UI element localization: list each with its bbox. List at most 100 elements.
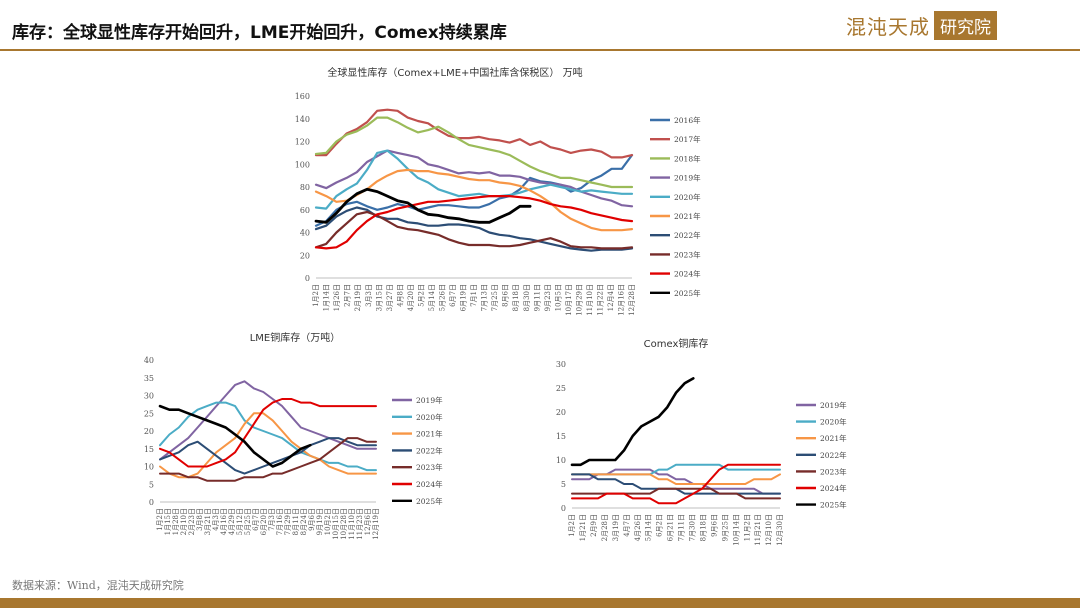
x-tick-label: 9月11日 — [533, 284, 541, 311]
x-tick-label: 7月1日 — [470, 284, 478, 307]
legend-label: 2024年 — [674, 269, 701, 279]
x-tick-label: 3月19日 — [612, 514, 620, 541]
legend-label: 2020年 — [416, 412, 443, 422]
y-tick-label: 40 — [300, 229, 310, 238]
header-rule — [0, 49, 1080, 51]
comex-copper-inventory-chart: Comex铜库存 0 5 10 15 20 25 30 1月2日 1月21日 2月9日 2月28日 3月… — [556, 337, 847, 546]
legend-label: 2023年 — [674, 249, 701, 259]
legend-label: 2023年 — [820, 466, 847, 476]
series-line-2022年 — [314, 206, 634, 252]
x-tick-label: 3月8日 — [196, 508, 204, 531]
series-line-2018年 — [314, 116, 634, 189]
x-tick-label: 4月3日 — [212, 508, 220, 531]
legend-label: 2022年 — [820, 450, 847, 460]
page-title: 库存：全球显性库存开始回升，LME开始回升，Comex持续累库 — [12, 23, 507, 43]
x-tick-label: 7月11日 — [678, 514, 686, 541]
y-tick-label: 100 — [295, 160, 310, 169]
legend-label: 2020年 — [674, 192, 701, 202]
x-tick-label: 6月7日 — [449, 284, 457, 307]
y-tick-label: 30 — [556, 360, 566, 369]
x-tick-label: 5月12日 — [236, 508, 244, 535]
x-tick-label: 12月30日 — [776, 514, 784, 546]
y-tick-label: 40 — [144, 356, 154, 365]
x-tick-label: 9月23日 — [544, 284, 552, 311]
x-tick-label: 8月6日 — [502, 284, 510, 307]
legend-label: 2020年 — [820, 417, 847, 427]
x-tick-label: 1月2日 — [312, 284, 320, 307]
x-tick-label: 5月14日 — [645, 514, 653, 541]
x-tick-label: 11月23日 — [356, 508, 364, 540]
y-tick-label: 25 — [144, 409, 154, 418]
x-tick-label: 5月26日 — [439, 284, 447, 311]
legend-label: 2023年 — [416, 462, 443, 472]
x-tick-label: 1月14日 — [323, 284, 331, 311]
x-tick-label: 1月28日 — [172, 508, 180, 535]
x-tick-label: 1月21日 — [579, 514, 587, 541]
x-tick-label: 10月17日 — [565, 284, 573, 316]
x-tick-label: 11月22日 — [597, 284, 605, 316]
chart-title: 全球显性库存（Comex+LME+中国社库含保税区） 万吨 — [327, 66, 582, 79]
x-tick-label: 10月14日 — [732, 514, 740, 546]
x-tick-label: 11月10日 — [586, 284, 594, 316]
legend-label: 2016年 — [674, 115, 701, 125]
y-tick-label: 140 — [295, 115, 310, 124]
logo-text: 混沌天成 — [846, 14, 930, 39]
legend-label: 2021年 — [674, 211, 701, 221]
x-tick-label: 10月29日 — [575, 284, 583, 316]
y-tick-label: 35 — [144, 374, 154, 383]
x-tick-label: 8月24日 — [300, 508, 308, 535]
x-tick-label: 8月11日 — [292, 508, 300, 535]
x-tick-label: 11月21日 — [754, 514, 762, 546]
series-line-2022年 — [159, 437, 377, 475]
x-tick-label: 11月10日 — [348, 508, 356, 540]
x-tick-label: 4月29日 — [228, 508, 236, 535]
y-tick-label: 25 — [556, 384, 566, 393]
y-tick-label: 10 — [144, 463, 154, 472]
x-tick-label: 2月9日 — [590, 514, 598, 537]
x-tick-label: 10月2日 — [324, 508, 332, 535]
legend-label: 2022年 — [674, 230, 701, 240]
source-note: 数据来源：Wind，混沌天成研究院 — [12, 579, 184, 592]
y-tick-label: 20 — [556, 408, 566, 417]
y-tick-label: 60 — [300, 206, 310, 215]
y-tick-label: 15 — [556, 432, 566, 441]
y-tick-label: 10 — [556, 456, 566, 465]
x-tick-label: 2月23日 — [188, 508, 196, 535]
x-tick-label: 2月7日 — [344, 284, 352, 307]
y-tick-label: 30 — [144, 392, 154, 401]
x-tick-label: 6月2日 — [656, 514, 664, 537]
x-tick-label: 3月27日 — [386, 284, 394, 311]
y-tick-label: 20 — [144, 427, 154, 436]
legend-label: 2024年 — [416, 479, 443, 489]
x-tick-label: 10月28日 — [340, 508, 348, 540]
y-tick-label: 120 — [295, 138, 310, 147]
series-line-2020年 — [159, 401, 377, 472]
series-line-2016年 — [314, 153, 634, 227]
series-line-2017年 — [314, 108, 634, 159]
x-tick-label: 12月19日 — [372, 508, 380, 540]
x-tick-label: 12月28日 — [628, 284, 636, 316]
y-tick-label: 0 — [149, 498, 154, 507]
x-tick-label: 1月26日 — [333, 284, 341, 311]
x-tick-label: 12月10日 — [765, 514, 773, 546]
x-tick-label: 2月28日 — [601, 514, 609, 541]
legend-label: 2025年 — [820, 500, 847, 510]
series-line-2023年 — [159, 437, 377, 482]
x-tick-label: 1月15日 — [164, 508, 172, 535]
y-tick-label: 5 — [149, 480, 154, 489]
series-line-2024年 — [314, 195, 634, 250]
x-tick-label: 7月16日 — [276, 508, 284, 535]
x-tick-label: 1月2日 — [568, 514, 576, 537]
x-tick-label: 1月2日 — [156, 508, 164, 531]
logo: 混沌天成 研究院 — [846, 10, 997, 40]
series-line-2025年 — [314, 187, 532, 224]
series-line-2019年 — [159, 380, 377, 461]
x-tick-label: 8月30日 — [523, 284, 531, 311]
chart-title: Comex铜库存 — [644, 337, 709, 350]
series-line-2024年 — [571, 463, 781, 505]
y-tick-label: 0 — [305, 274, 310, 283]
x-tick-label: 2月19日 — [354, 284, 362, 311]
y-tick-label: 15 — [144, 445, 154, 454]
series-line-2025年 — [570, 377, 695, 467]
y-tick-label: 160 — [295, 92, 310, 101]
